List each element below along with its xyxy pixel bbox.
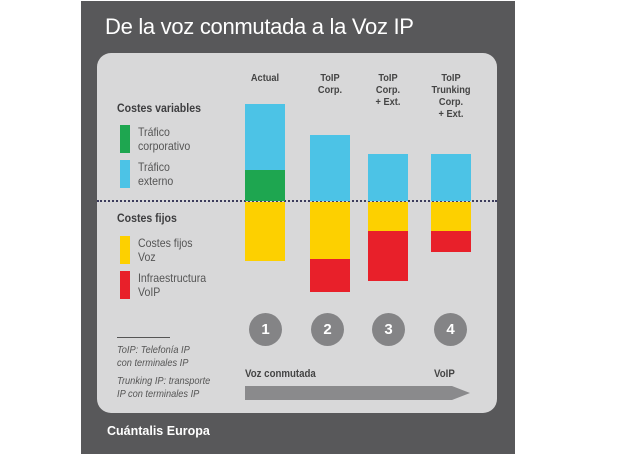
progress-arrow: [245, 386, 470, 400]
bar-segment-infraestructura-voip: [431, 231, 471, 252]
legend-swatch-external-traffic: [120, 160, 130, 188]
category-label-line: ToIP: [378, 72, 398, 84]
chart-title: De la voz conmutada a la Voz IP: [105, 14, 414, 39]
bar-segment-costes-fijos-voz: [245, 202, 285, 261]
category-label-line: Corp.: [375, 84, 401, 96]
bar-segment-costes-fijos-voz: [431, 202, 471, 231]
step-number-badge: 4: [434, 313, 467, 346]
legend-label-voip-infrastructure: Infraestructura VoIP: [138, 271, 207, 299]
bar-segment-costes-fijos-voz: [368, 202, 408, 231]
category-label-line: ToIP: [441, 72, 461, 84]
category-label-line: + Ext.: [438, 108, 464, 120]
category-label-line: Corp.: [317, 84, 343, 96]
legend-swatch-voip-infrastructure: [120, 271, 130, 299]
legend-swatch-corporate-traffic: [120, 125, 130, 153]
category-label-line: ToIP: [320, 72, 340, 84]
category-label-line: Corp.: [438, 96, 464, 108]
bar-segment-costes-fijos-voz: [310, 202, 350, 259]
legend-heading-variable: Costes variables: [117, 101, 201, 115]
notes-rule: [117, 337, 170, 338]
legend-label-fixed-voice: Costes fijos Voz: [138, 236, 193, 264]
bar-segment-infraestructura-voip: [368, 231, 408, 281]
note-toip: ToIP: Telefonía IP con terminales IP: [117, 344, 190, 369]
legend-heading-fixed: Costes fijos: [117, 211, 177, 225]
category-label-line: Actual: [250, 72, 280, 84]
axis-start-label: Voz conmutada: [245, 368, 316, 380]
step-number-badge: 2: [311, 313, 344, 346]
category-label: ToIP Corp. + Ext.: [362, 72, 415, 108]
bar-segment-infraestructura-voip: [310, 259, 350, 292]
bar-segment-tráfico-externo: [368, 154, 408, 201]
legend-label-external-traffic: Tráfico externo: [138, 160, 174, 188]
legend-swatch-fixed-voice: [120, 236, 130, 264]
category-label: ToIP Corp.: [304, 72, 357, 96]
bar-segment-tráfico-externo: [431, 154, 471, 201]
chart-panel: [97, 53, 497, 413]
category-label-line: Trunking: [431, 84, 471, 96]
category-label: ToIP Trunking Corp. + Ext.: [425, 72, 478, 120]
bar-segment-tráfico-externo: [245, 104, 285, 170]
source-credit: Cuántalis Europa: [107, 424, 210, 438]
legend-label-corporate-traffic: Tráfico corporativo: [138, 125, 191, 153]
bar-segment-tráfico-corporativo: [245, 170, 285, 201]
bar-segment-tráfico-externo: [310, 135, 350, 201]
step-number-badge: 3: [372, 313, 405, 346]
category-label-line: + Ext.: [375, 96, 401, 108]
note-trunking: Trunking IP: transporte IP con terminales…: [117, 375, 211, 400]
axis-end-label: VoIP: [434, 368, 455, 380]
baseline-divider: [97, 200, 497, 202]
step-number-badge: 1: [249, 313, 282, 346]
category-label: Actual: [239, 72, 292, 84]
